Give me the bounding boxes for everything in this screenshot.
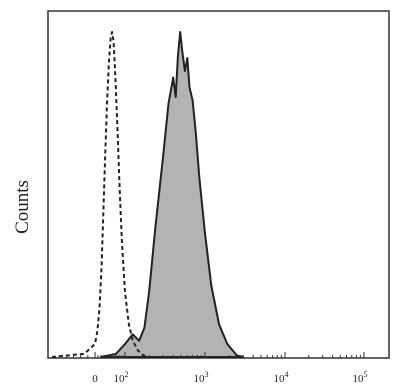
series-dashed-histogram (51, 31, 150, 358)
series-filled-histogram (100, 31, 245, 358)
x-tick-label: 102 (114, 370, 129, 385)
ylabel: Counts (12, 180, 33, 234)
x-tick-label: 103 (194, 370, 209, 385)
x-tick-label: 0 (92, 373, 98, 385)
tick-labels: 0 102 103 104 105 (92, 370, 367, 385)
series-layer (51, 31, 245, 358)
minor-ticks (58, 352, 390, 358)
x-tick-label: 104 (274, 370, 289, 385)
y-axis-label: Counts (12, 180, 33, 234)
x-tick-label: 105 (353, 370, 368, 385)
